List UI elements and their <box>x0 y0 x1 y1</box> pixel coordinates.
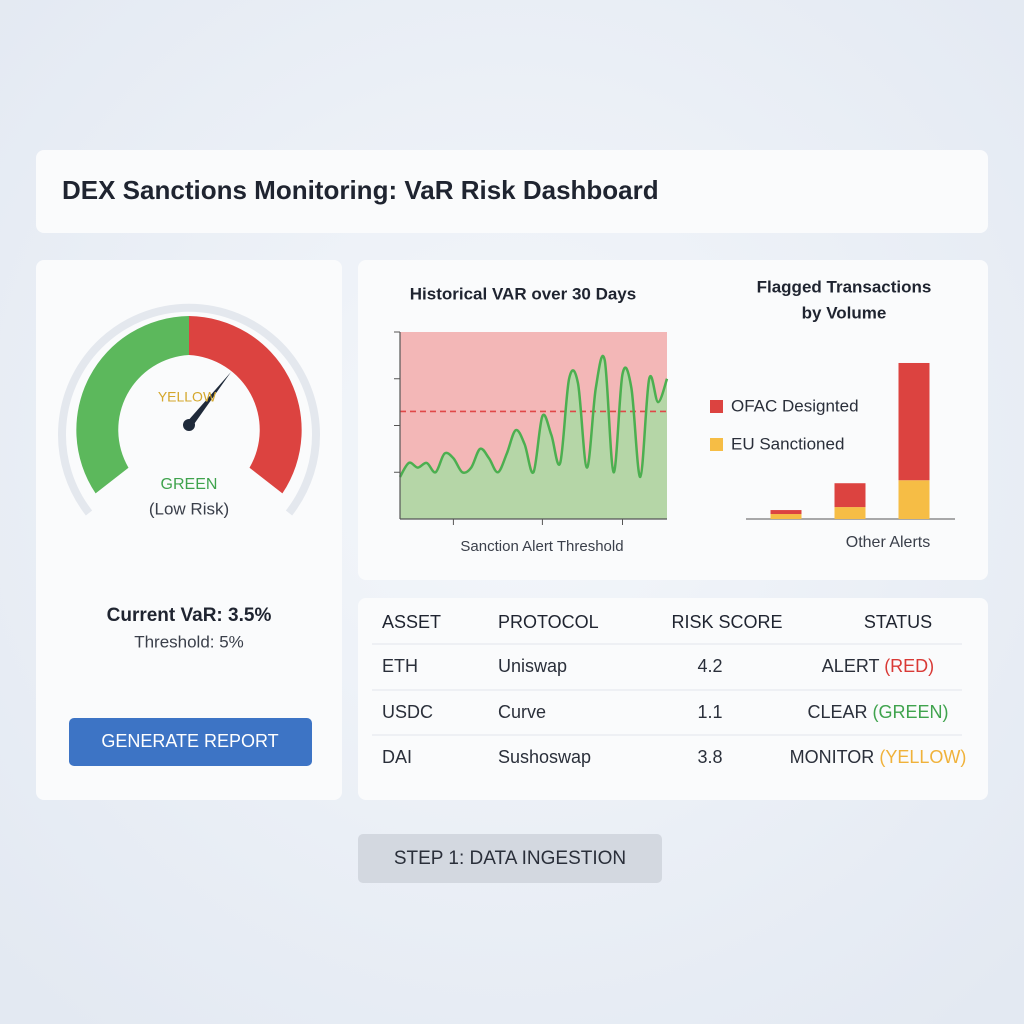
table-cell: Curve <box>498 702 546 722</box>
legend-swatch <box>710 400 723 413</box>
bar-segment <box>770 510 802 515</box>
threshold-text: Threshold: 5% <box>134 632 244 651</box>
gauge-high-label: YELLOW <box>158 389 217 405</box>
gauge-red <box>189 316 302 494</box>
table-cell: 1.1 <box>697 702 722 722</box>
column-header: STATUS <box>864 612 932 632</box>
status-word: CLEAR <box>807 702 867 722</box>
line-title: Historical VAR over 30 Days <box>410 284 636 303</box>
table-cell: USDC <box>382 702 433 722</box>
table: ASSET PROTOCOL RISK SCORE STATUS ETH Uniswap 4… <box>372 612 966 767</box>
table-card <box>358 598 988 800</box>
status-color: (YELLOW) <box>879 747 966 767</box>
legend-label: EU Sanctioned <box>731 434 844 453</box>
status-color: (GREEN) <box>873 702 949 722</box>
legend-label: OFAC Designted <box>731 396 859 415</box>
table-cell: ETH <box>382 656 418 676</box>
status-cell: ALERT (RED) <box>822 656 934 676</box>
table-cell: Sushoswap <box>498 747 591 767</box>
line-area <box>400 355 667 519</box>
line <box>398 354 669 479</box>
column-header: ASSET <box>382 612 441 632</box>
step-button[interactable]: STEP 1: DATA INGESTION <box>358 834 662 883</box>
column-header: RISK SCORE <box>671 612 782 632</box>
gauge-ring <box>58 303 320 516</box>
button-label[interactable]: GENERATE REPORT <box>101 731 278 751</box>
gauge-caption: (Low Risk) <box>149 499 229 518</box>
header-card <box>36 150 988 233</box>
gauge-hub <box>183 419 195 431</box>
bar-segment <box>834 507 866 519</box>
button-bg[interactable] <box>69 718 312 766</box>
bar-segment <box>770 514 802 519</box>
status-cell: CLEAR (GREEN) <box>807 702 948 722</box>
step-bg[interactable] <box>358 834 662 883</box>
bar-title: by Volume <box>802 303 887 322</box>
status-word: MONITOR <box>790 747 875 767</box>
legend-swatch <box>710 438 723 451</box>
status-word: ALERT <box>822 656 880 676</box>
table-cell: DAI <box>382 747 412 767</box>
bar-segment <box>898 362 930 481</box>
page-title: DEX Sanctions Monitoring: VaR Risk Dashb… <box>62 175 659 205</box>
gauge-green <box>76 316 189 494</box>
gauge-low-label: GREEN <box>161 476 218 493</box>
table-cell: 3.8 <box>697 747 722 767</box>
bar-title: Flagged Transactions <box>757 277 932 296</box>
step-label[interactable]: STEP 1: DATA INGESTION <box>394 848 626 869</box>
table-cell: 4.2 <box>697 656 722 676</box>
current-var: Current VaR: 3.5% <box>107 605 272 626</box>
report-button[interactable]: GENERATE REPORT <box>69 718 312 766</box>
column-header: PROTOCOL <box>498 612 599 632</box>
gauge-needle <box>186 372 231 427</box>
status-cell: MONITOR (YELLOW) <box>790 747 967 767</box>
bar-annotation: Other Alerts <box>846 534 930 551</box>
bar-segment <box>834 483 866 508</box>
line-annotation: Sanction Alert Threshold <box>460 538 623 555</box>
status-color: (RED) <box>884 656 934 676</box>
gauge <box>58 303 320 516</box>
bar-segment <box>898 480 930 519</box>
table-cell: Uniswap <box>498 656 567 676</box>
